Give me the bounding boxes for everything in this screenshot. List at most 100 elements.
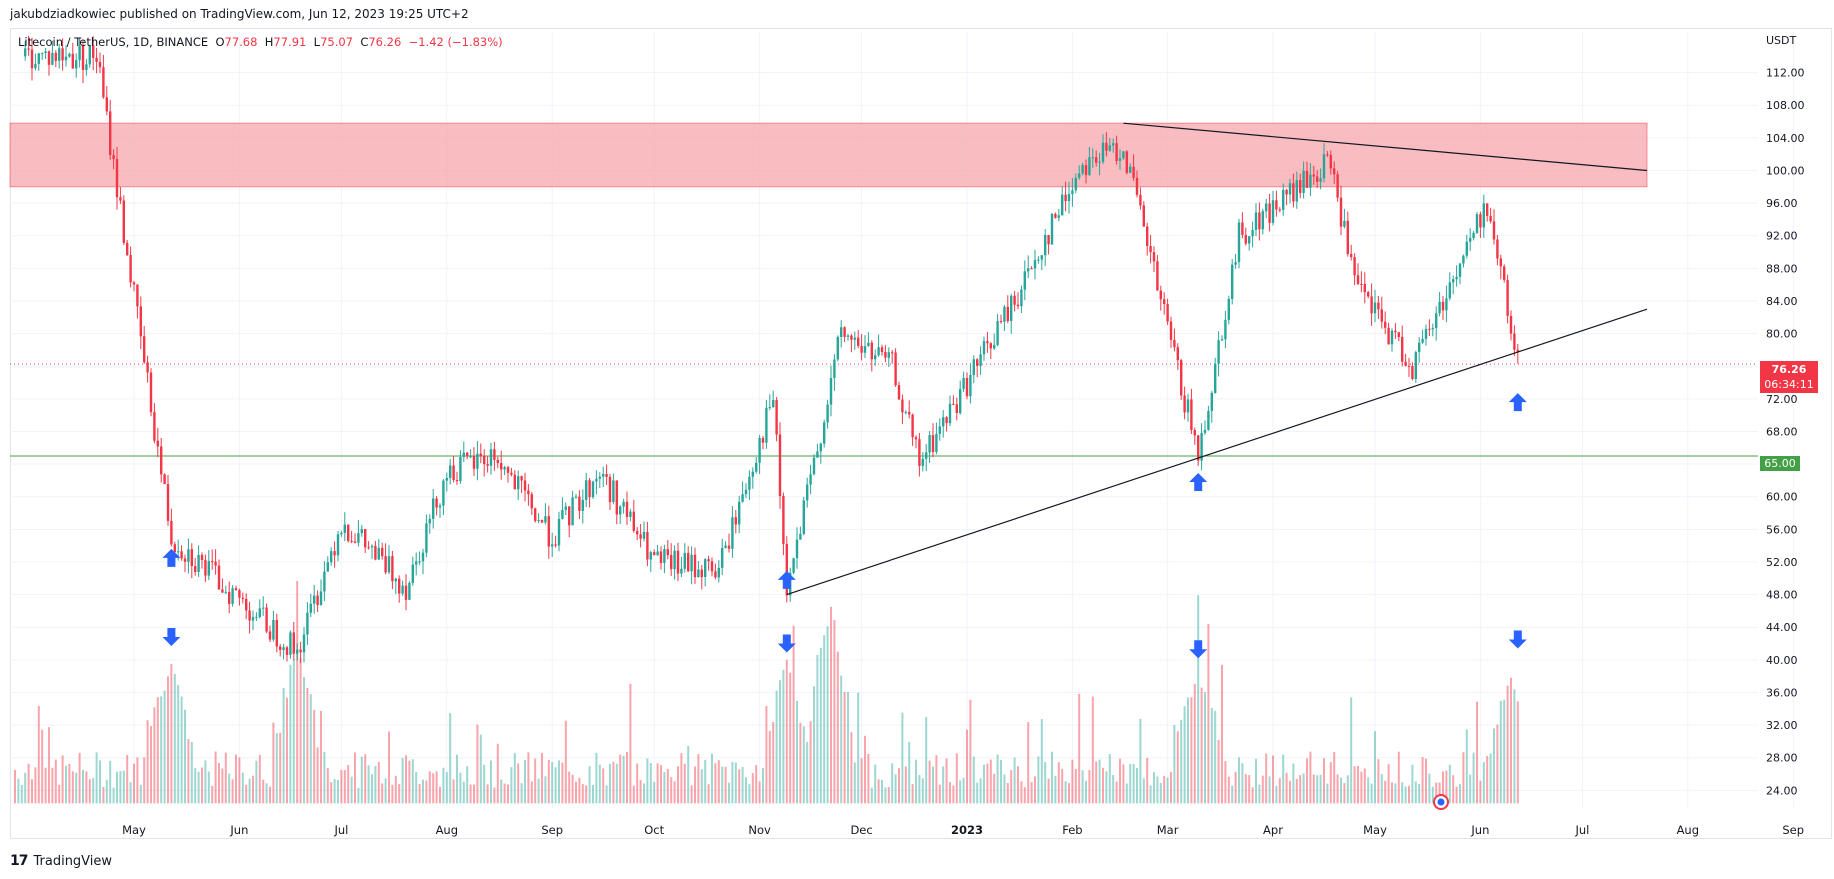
volume-bar [316,747,319,804]
x-tick-label: Oct [644,823,664,837]
volume-bar [1479,780,1482,804]
candle-body [37,53,40,64]
candle-body [282,647,285,651]
volume-bar [1462,752,1465,804]
low-value: 75.07 [320,35,354,49]
volume-bar [524,760,526,804]
candle-body [370,545,374,548]
candle-body [115,159,119,198]
candle-body [1322,154,1326,179]
volume-bar [639,780,642,804]
volume-bar [802,726,805,804]
tradingview-brand[interactable]: TradingView [33,853,113,869]
candle-body [809,474,812,485]
volume-bar [473,784,475,804]
volume-bar [241,772,244,804]
volume-bar [1071,759,1074,804]
candle-body [122,200,125,243]
volume-bar [500,779,503,804]
volume-bar [381,783,384,804]
candle-body [942,417,945,427]
candle-body [1098,161,1101,163]
volume-bar [768,731,771,804]
candle-body [870,342,873,360]
volume-bar [180,696,183,804]
volume-bar [813,686,815,804]
up-arrow-icon [1189,473,1208,492]
volume-bar [190,742,193,804]
volume-bar [1132,763,1135,804]
volume-bar [1425,758,1427,804]
candle-body [1455,276,1458,280]
candle-body [1064,194,1067,202]
candle-body [782,495,785,545]
candle-body [493,449,496,460]
candle-body [418,561,421,563]
volume-bar [874,764,877,804]
volume-bar [779,680,781,804]
volume-bar [71,771,74,804]
volume-bar [75,772,78,804]
volume-bar [792,625,795,804]
tradingview-logo[interactable]: 17 [10,853,29,869]
volume-bar [1309,751,1312,804]
volume-bar [1411,764,1414,804]
volume-bar [830,606,832,804]
volume-bar [1149,785,1152,804]
volume-bar [1173,725,1176,804]
volume-bar [139,784,142,804]
candle-body [581,499,584,511]
volume-bar [1136,767,1138,804]
candle-body [612,480,615,503]
volume-bar [959,780,962,804]
volume-bar [891,763,894,804]
candle-body [1268,203,1271,223]
volume-bar [513,753,516,804]
volume-bar [721,766,724,804]
volume-bar [615,763,618,804]
volume-bar [44,767,47,804]
volume-bar [1217,739,1220,804]
volume-bar [105,779,108,804]
volume-bar [1248,775,1251,804]
candle-body [707,559,710,562]
volume-bar [1187,697,1189,804]
volume-bar [1343,783,1346,804]
volume-bar [1489,753,1492,804]
volume-bar [343,769,346,804]
candle-body [772,400,775,408]
candle-body [472,456,476,469]
candle-body [1071,190,1074,195]
volume-bar [350,776,353,804]
candle-body [1180,360,1183,396]
volume-bar [1306,758,1308,804]
candle-body [1013,295,1016,305]
candle-body [449,465,452,478]
candle-body [41,53,44,55]
volume-bar [728,782,730,804]
countdown-value: 06:34:11 [1764,378,1814,391]
volume-bar [170,663,173,804]
candle-body [568,506,571,526]
volume-bar [925,717,928,804]
volume-bar [578,777,581,804]
candle-body [61,48,64,61]
candle-body [166,484,170,521]
volume-bar [741,767,744,804]
volume-bar [1139,718,1142,804]
volume-bar [58,784,61,804]
candle-body [595,478,598,482]
volume-bar [48,727,50,804]
support-price-tag: 65.00 [1760,456,1800,471]
x-tick-label: Jun [229,823,248,837]
volume-bar [517,763,520,804]
candle-body [51,52,54,65]
footer: 17 TradingView [10,853,112,869]
candle-body [619,506,622,515]
volume-bar [758,781,761,804]
candle-body [710,561,714,572]
candle-body [935,433,938,452]
candle-body [829,378,833,405]
candle-body [1248,236,1251,244]
